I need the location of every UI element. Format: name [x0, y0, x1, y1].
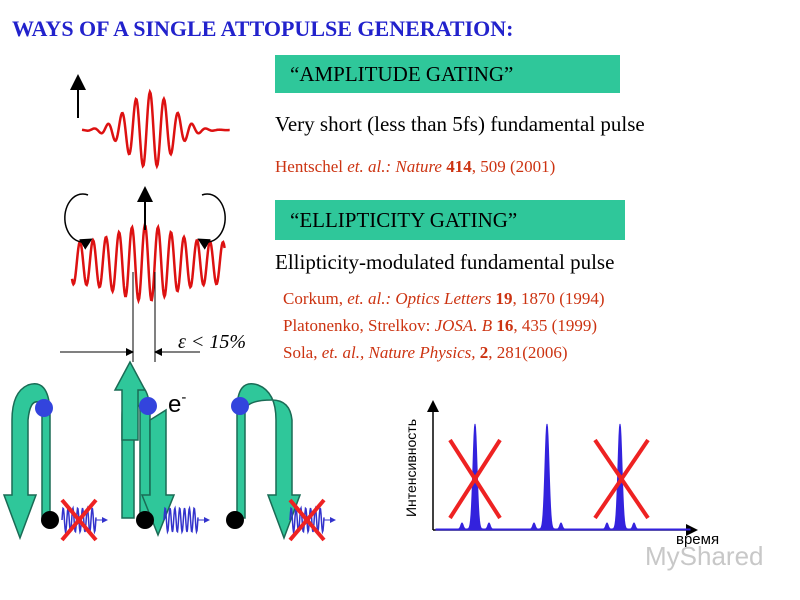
reference: Hentschel et. al.: Nature 414, 509 (2001…	[275, 157, 555, 176]
peaks	[435, 423, 691, 531]
reference-part: Hentschel	[275, 157, 347, 176]
ellipticity-label: “ELLIPTICITY GATING”	[290, 208, 517, 232]
reference: Platonenko, Strelkov: JOSA. B 16, 435 (1…	[283, 316, 597, 335]
reference-part: JOSA. B	[435, 316, 497, 335]
reference: Sola, et. al., Nature Physics, 2, 281(20…	[283, 343, 568, 362]
electron	[231, 397, 249, 415]
reference-part: et. al., Nature Physics,	[322, 343, 480, 362]
electrons	[35, 397, 249, 529]
crosses	[448, 438, 650, 520]
trajectory-arrow	[113, 360, 147, 441]
cross-line	[593, 438, 650, 520]
electron	[139, 397, 157, 415]
ion	[136, 511, 154, 529]
title: WAYS OF A SINGLE ATTOPULSE GENERATION:	[12, 16, 513, 41]
y-label: Интенсивность	[403, 419, 419, 517]
watermark: MyShared	[645, 541, 764, 571]
x-label: время	[676, 531, 719, 548]
ellipticity-box	[275, 200, 625, 240]
pulse-wave	[81, 88, 230, 170]
electron-label: e-	[168, 389, 186, 418]
rotation-arrow	[64, 193, 93, 250]
reference: Corkum, et. al.: Optics Letters 19, 1870…	[283, 289, 605, 308]
electron-base: e	[168, 391, 181, 418]
cross-line	[288, 498, 326, 542]
reference-part: , 509 (2001)	[472, 157, 556, 176]
reference-part: et. al.: Optics Letters	[347, 289, 495, 308]
reference-part: Sola,	[283, 343, 322, 362]
threshold: ε < 15%	[178, 331, 246, 353]
emissions	[60, 498, 336, 542]
ellipticity-refs: Corkum, et. al.: Optics Letters 19, 1870…	[283, 289, 605, 362]
ellipticity-text: Ellipticity-modulated fundamental pulse	[275, 250, 614, 274]
ion	[226, 511, 244, 529]
reference-part: , 1870 (1994)	[513, 289, 605, 308]
reference-part: , 435 (1999)	[513, 316, 597, 335]
elliptic-wave	[70, 222, 226, 305]
amplitude-refs: Hentschel et. al.: Nature 414, 509 (2001…	[275, 157, 555, 176]
rotation-arrow	[197, 193, 226, 250]
reference-part: Corkum,	[283, 289, 347, 308]
cross-line	[448, 438, 502, 520]
ion	[41, 511, 59, 529]
reference-part: 2	[480, 343, 489, 362]
reference-part: Platonenko, Strelkov:	[283, 316, 435, 335]
electron	[35, 399, 53, 417]
amplitude-label: “AMPLITUDE GATING”	[290, 62, 513, 86]
cross-line	[60, 498, 98, 542]
amplitude-box	[275, 55, 620, 93]
reference-part: 16	[496, 316, 513, 335]
reference-part: 19	[496, 289, 513, 308]
reference-part: et. al.: Nature	[347, 157, 446, 176]
reference-part: , 281(2006)	[488, 343, 567, 362]
reference-part: 414	[446, 157, 472, 176]
electron-charge: -	[181, 389, 186, 406]
emission-coil	[163, 505, 199, 535]
amplitude-text: Very short (less than 5fs) fundamental p…	[275, 112, 645, 136]
